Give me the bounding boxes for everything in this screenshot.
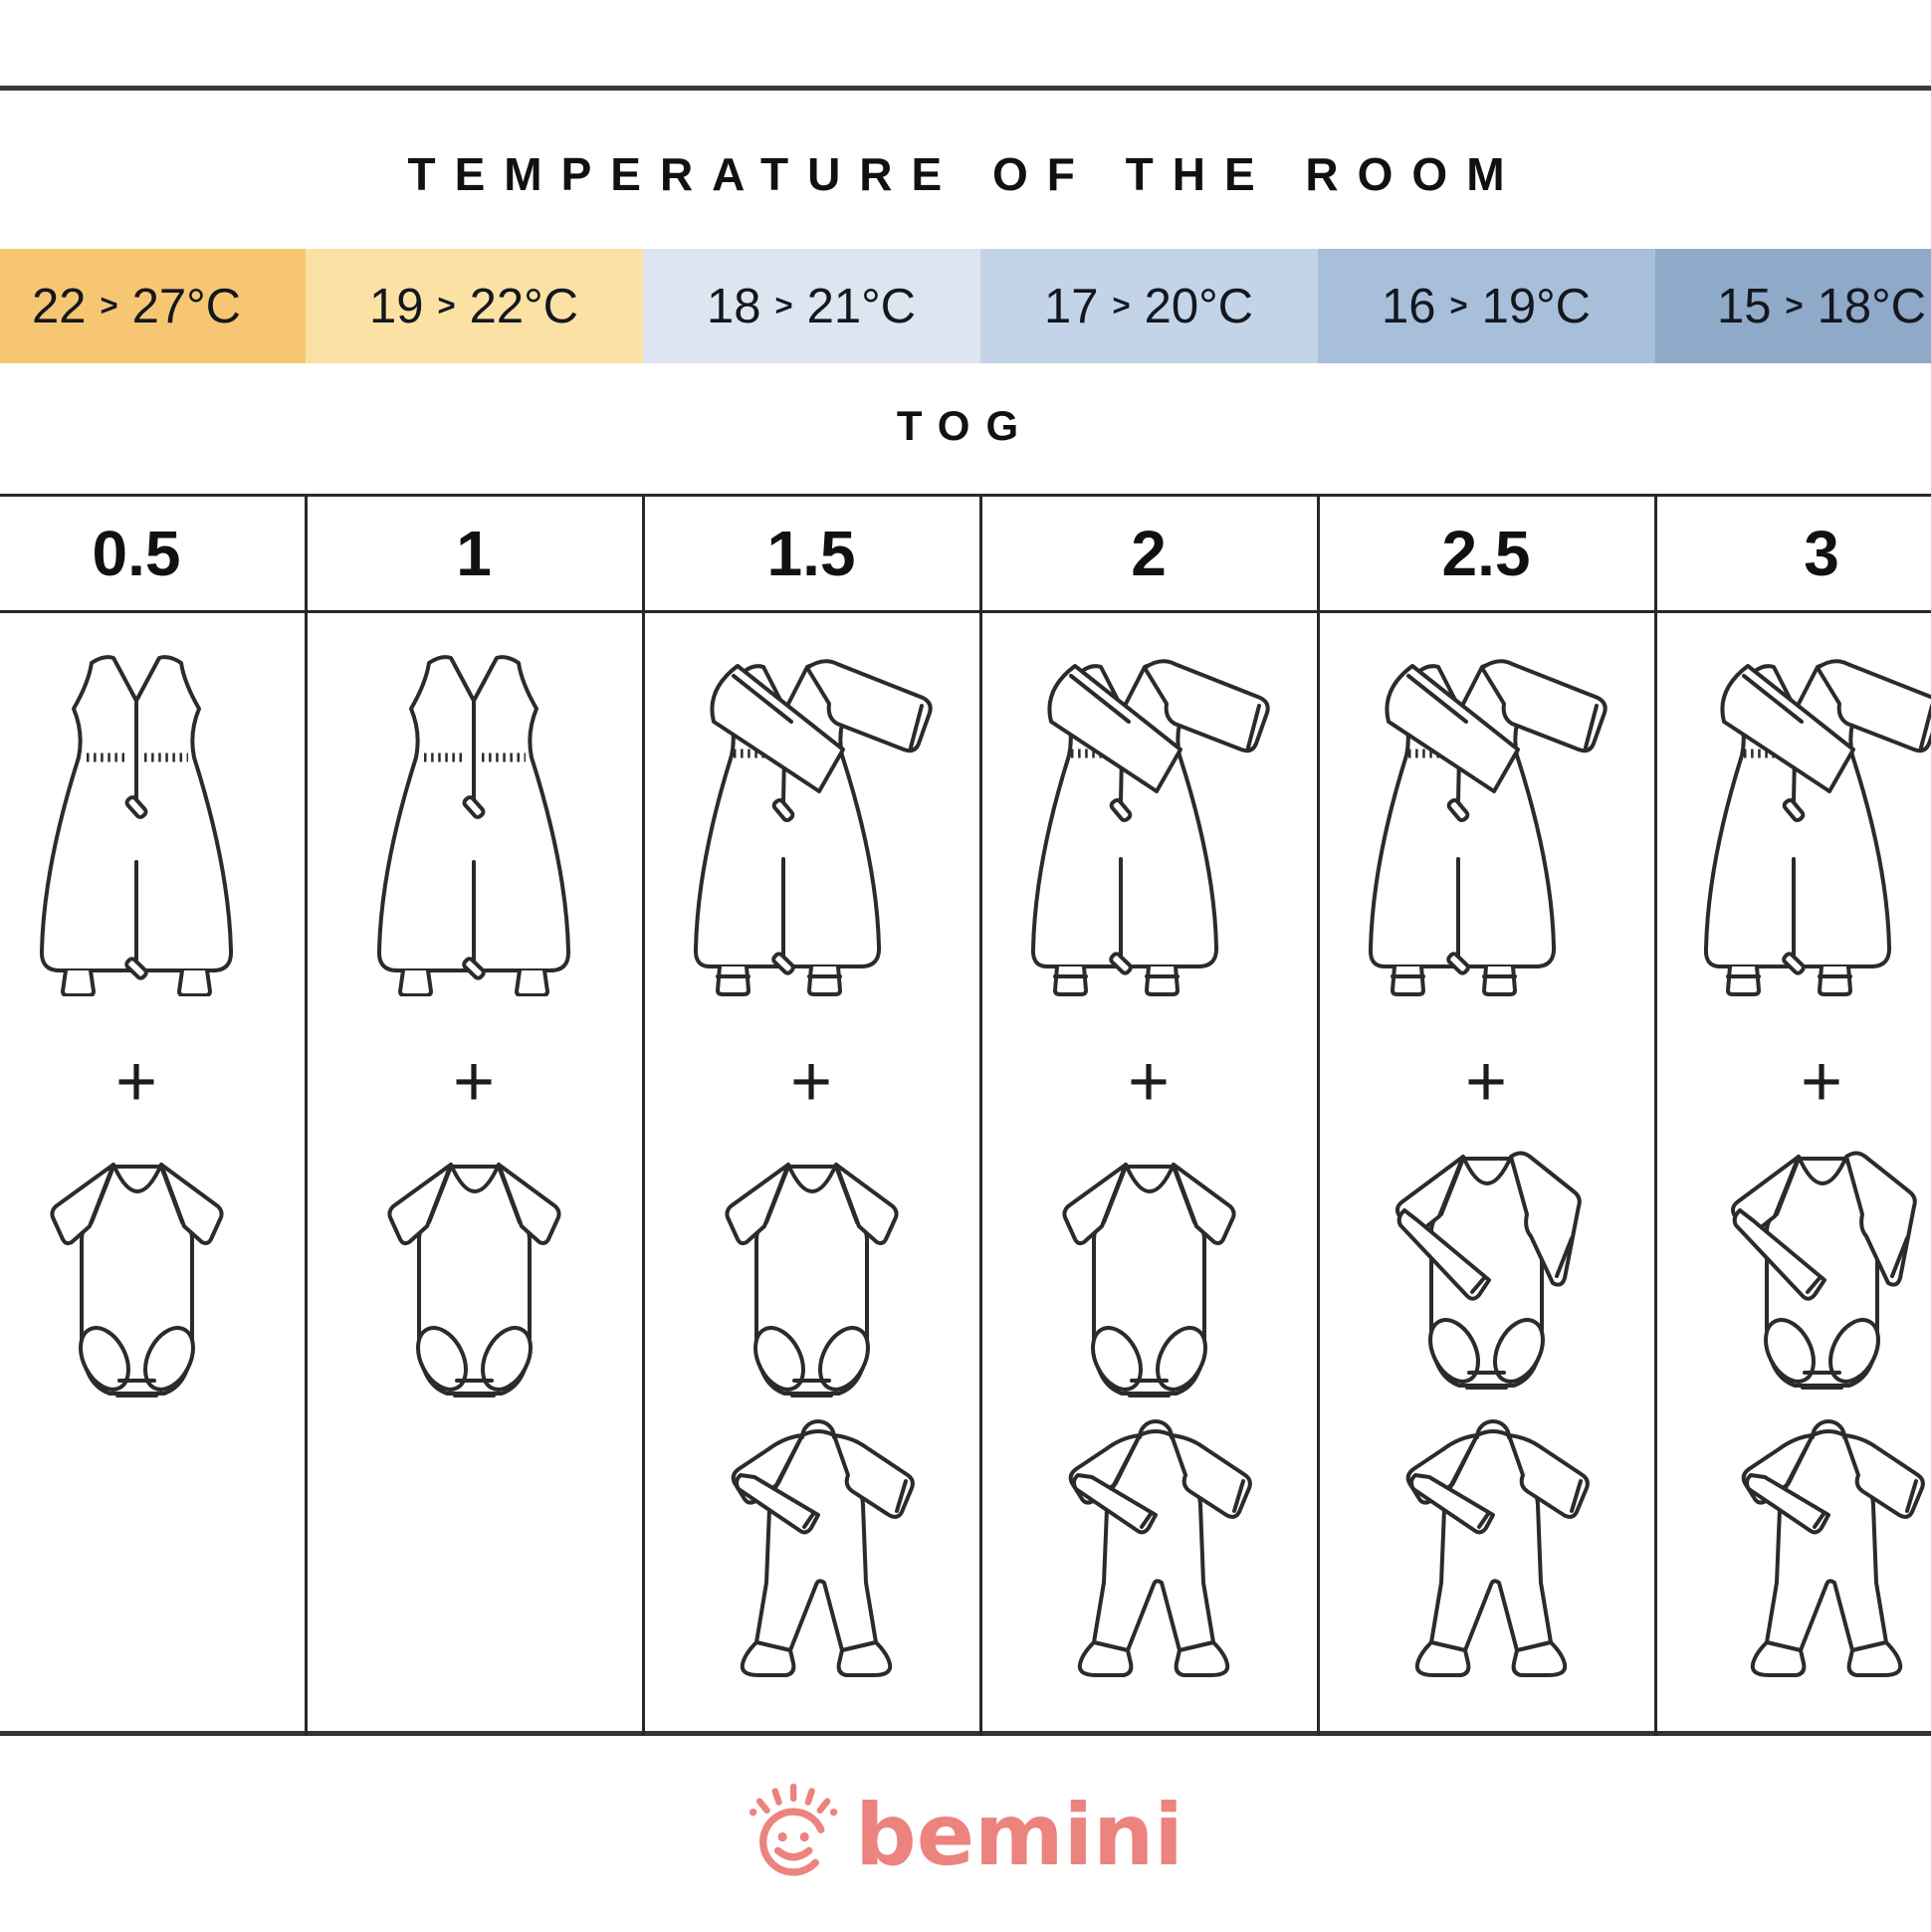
tog-section-label: TOG xyxy=(896,402,1035,449)
long-sleeve-sleeping-bag-icon xyxy=(692,652,951,1012)
long-sleeve-sleeping-bag-icon xyxy=(1702,652,1931,1012)
short-sleeve-bodysuit-icon xyxy=(50,1155,224,1398)
temp-range-label: 22 >27°C xyxy=(31,280,242,333)
footed-pajama-icon xyxy=(1054,1413,1263,1690)
temp-range-label: 19 >22°C xyxy=(368,280,579,333)
tog-value: 3 xyxy=(1804,518,1839,589)
column-divider xyxy=(1654,495,1657,1736)
short-sleeve-bodysuit-icon xyxy=(387,1155,561,1398)
smiley-face-icon xyxy=(748,1784,839,1879)
tog-value: 0.5 xyxy=(92,518,181,589)
greater-than-icon: > xyxy=(100,288,118,322)
tog-value: 2.5 xyxy=(1441,518,1531,589)
greater-than-icon: > xyxy=(1112,288,1131,322)
temp-range-label: 17 >20°C xyxy=(1043,280,1254,333)
footed-pajama-icon xyxy=(717,1413,926,1690)
table-bottom-border xyxy=(0,1731,1931,1736)
greater-than-icon: > xyxy=(437,288,456,322)
footed-pajama-icon xyxy=(1727,1413,1931,1690)
column-divider xyxy=(1317,495,1320,1736)
long-sleeve-bodysuit-icon xyxy=(1372,1147,1601,1395)
short-sleeve-bodysuit-icon xyxy=(725,1155,899,1398)
page-title: TEMPERATURE OF THE ROOM xyxy=(407,148,1524,200)
long-sleeve-sleeping-bag-icon xyxy=(1367,652,1625,1012)
greater-than-icon: > xyxy=(774,288,793,322)
column-divider xyxy=(979,495,982,1736)
temp-range-label: 18 >21°C xyxy=(706,280,917,333)
greater-than-icon: > xyxy=(1785,288,1804,322)
temp-range-cell-15-18 xyxy=(1655,249,1931,363)
temp-range-cell-16-19 xyxy=(1318,249,1655,363)
brand-wordmark: bemini xyxy=(855,1786,1183,1885)
greater-than-icon: > xyxy=(1449,288,1468,322)
top-divider xyxy=(0,86,1931,91)
tog-value: 1.5 xyxy=(766,518,856,589)
tog-value: 2 xyxy=(1131,518,1167,589)
table-top-border xyxy=(0,494,1931,497)
sleeveless-sleeping-bag-icon xyxy=(369,653,578,996)
footed-pajama-icon xyxy=(1392,1413,1601,1690)
column-divider xyxy=(305,495,308,1736)
temp-range-cell-22-27 xyxy=(0,249,306,363)
temp-range-cell-17-20 xyxy=(980,249,1318,363)
temp-range-cell-18-21 xyxy=(643,249,980,363)
long-sleeve-sleeping-bag-icon xyxy=(1029,652,1288,1012)
sleeveless-sleeping-bag-icon xyxy=(32,653,241,996)
column-divider xyxy=(642,495,645,1736)
temp-range-cell-19-22 xyxy=(306,249,643,363)
temp-range-label: 16 >19°C xyxy=(1381,280,1592,333)
brand-logo: bemini xyxy=(748,1784,1183,1879)
temp-range-label: 15 >18°C xyxy=(1716,280,1927,333)
long-sleeve-bodysuit-icon xyxy=(1707,1147,1931,1395)
table-header-border xyxy=(0,610,1931,613)
short-sleeve-bodysuit-icon xyxy=(1062,1155,1236,1398)
tog-value: 1 xyxy=(456,518,492,589)
